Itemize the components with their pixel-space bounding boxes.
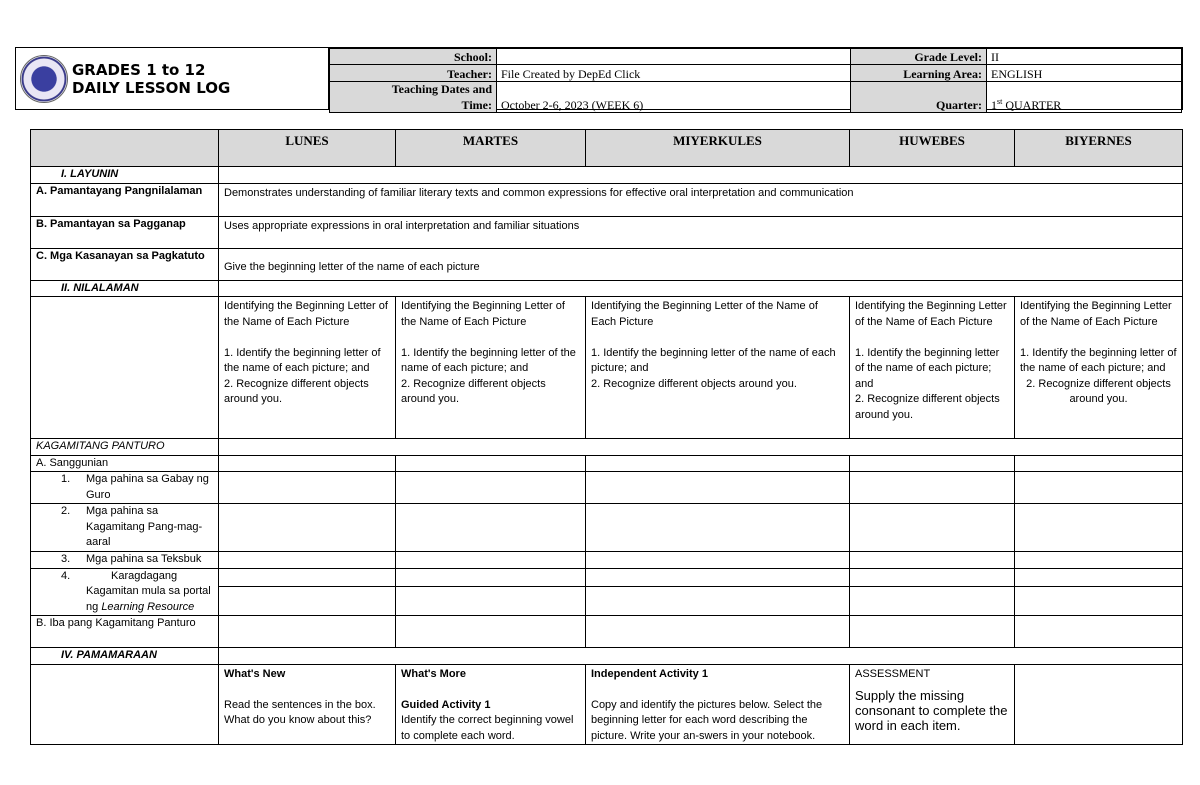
label-kasanayan: C. Mga Kasanayan sa Pagkatuto xyxy=(30,247,219,281)
section-pamamaraan: IV. PAMAMARAAN xyxy=(30,647,219,665)
value-pamantayang-pangnilalaman: Demonstrates understanding of familiar l… xyxy=(218,182,1183,217)
procedure-miyerkules: Independent Activity 1 Copy and identify … xyxy=(585,663,850,745)
title-line-1: GRADES 1 to 12 xyxy=(72,60,206,79)
brand: GRADES 1 to 12 DAILY LESSON LOG xyxy=(16,48,329,109)
procedure-martes: What's More Guided Activity 1 Identify the… xyxy=(395,663,586,745)
value-pamantayan-sa-pagganap: Uses appropriate expressions in oral int… xyxy=(218,215,1183,249)
day-miyerkules: MIYERKULES xyxy=(585,129,850,167)
dates-value: October 2-6, 2023 (WEEK 6) xyxy=(496,81,851,113)
area-value: ENGLISH xyxy=(986,64,1182,82)
section-layunin: I. LAYUNIN xyxy=(30,166,219,184)
label-kagamitang-pang-mag-aaral: 2. Mga pahina sa Kagamitang Pang-mag-aara… xyxy=(30,503,219,552)
label-iba-pang-kagamitan: B. Iba pang Kagamitang Panturo xyxy=(30,615,219,648)
grade-label: Grade Level: xyxy=(850,48,987,65)
day-martes: MARTES xyxy=(395,129,586,167)
section-nilalaman: II. NILALAMAN xyxy=(30,279,219,297)
corner-cell xyxy=(30,129,219,167)
info-table: School: Grade Level: II Teacher: File Cr… xyxy=(329,48,1182,113)
lesson-log-header: GRADES 1 to 12 DAILY LESSON LOG School: … xyxy=(15,47,1183,113)
content-huwebes: Identifying the Beginning Letter of the … xyxy=(849,296,1015,439)
procedure-lunes: What's New Read the sentences in the box.… xyxy=(218,663,396,745)
label-gabay-ng-guro: 1. Mga pahina sa Gabay ng Guro xyxy=(30,471,219,504)
procedure-biyernes xyxy=(1014,663,1183,745)
grade-value: II xyxy=(986,48,1182,65)
title-line-2: DAILY LESSON LOG xyxy=(72,78,231,97)
content-martes: Identifying the Beginning Letter of the … xyxy=(395,296,586,439)
quarter-value: 1st QUARTER xyxy=(986,81,1182,113)
content-miyerkules: Identifying the Beginning Letter of the … xyxy=(585,296,850,439)
teacher-value: File Created by DepEd Click xyxy=(496,64,851,82)
day-biyernes: BIYERNES xyxy=(1014,129,1183,167)
lesson-table: LUNES MARTES MIYERKULES HUWEBES BIYERNES… xyxy=(30,129,1183,745)
area-label: Learning Area: xyxy=(850,64,987,82)
day-lunes: LUNES xyxy=(218,129,396,167)
school-value xyxy=(496,48,851,65)
label-karagdagang-kagamitan: 4. Karagdagang Kagamitan mula sa portal n… xyxy=(30,567,219,616)
quarter-label: Quarter: xyxy=(850,81,987,113)
label-pamantayang-pangnilalaman: A. Pamantayang Pangnilalaman xyxy=(30,182,219,217)
label-sanggunian: A. Sanggunian xyxy=(30,454,219,472)
content-lunes: Identifying the Beginning Letter of the … xyxy=(218,296,396,439)
value-kasanayan: Give the beginning letter of the name of… xyxy=(218,247,1183,281)
content-biyernes: Identifying the Beginning Letter of the … xyxy=(1014,296,1183,439)
label-teksbuk: 3. Mga pahina sa Teksbuk xyxy=(30,550,219,569)
school-label: School: xyxy=(329,48,497,65)
label-pamantayan-sa-pagganap: B. Pamantayan sa Pagganap xyxy=(30,215,219,249)
deped-seal-logo xyxy=(20,54,68,103)
day-huwebes: HUWEBES xyxy=(849,129,1015,167)
section-kagamitan: KAGAMITANG PANTURO xyxy=(30,438,219,456)
procedure-huwebes: ASSESSMENT Supply the missing consonant t… xyxy=(849,663,1015,745)
teacher-label: Teacher: xyxy=(329,64,497,82)
dates-label: Teaching Dates and Time: xyxy=(329,81,497,113)
